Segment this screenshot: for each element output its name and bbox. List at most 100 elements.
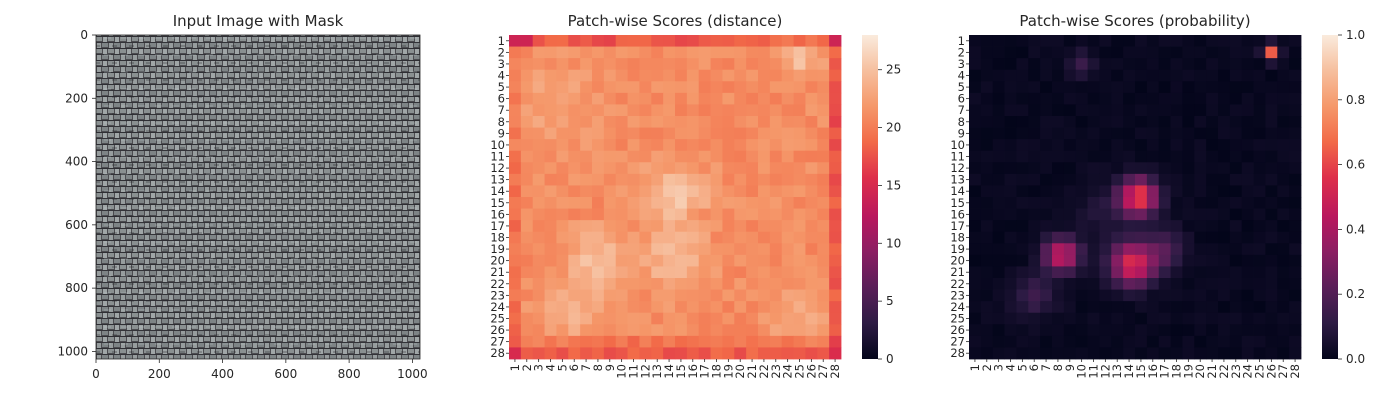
heatmap-cell — [1016, 335, 1029, 348]
heatmap-cell — [1123, 58, 1136, 71]
heatmap-cell — [592, 185, 605, 198]
heatmap-cell — [663, 278, 676, 290]
heatmap-cell — [781, 92, 794, 105]
heatmap-cell — [615, 208, 628, 221]
row-tick-label: 12 — [490, 161, 505, 175]
row-tick-label: 26 — [950, 323, 965, 337]
heatmap-cell — [686, 127, 700, 140]
heatmap-cell — [1111, 162, 1124, 175]
heatmap-cell — [710, 58, 723, 71]
heatmap-cell — [1229, 208, 1243, 221]
col-tick-label: 11 — [627, 364, 641, 379]
heatmap-cell — [1063, 162, 1077, 175]
heatmap-cell — [1028, 220, 1041, 233]
heatmap-cell — [1028, 301, 1041, 314]
col-tick-label: 9 — [603, 364, 617, 371]
heatmap-cell — [1004, 150, 1017, 163]
row-tick-label: 28 — [490, 346, 505, 360]
heatmap-cell — [639, 301, 652, 314]
heatmap-cell — [592, 35, 605, 47]
heatmap-cell — [1206, 81, 1219, 94]
heatmap-cell — [568, 58, 581, 71]
heatmap-cell — [544, 127, 557, 140]
heatmap-cell — [1123, 81, 1136, 94]
row-tick-label: 27 — [950, 335, 965, 349]
heatmap-cell — [639, 92, 652, 105]
heatmap-cell — [1253, 197, 1266, 209]
x-tick-label: 800 — [338, 367, 361, 381]
heatmap-cell — [592, 58, 605, 71]
heatmap-cell — [781, 220, 794, 233]
heatmap-cell — [1087, 162, 1100, 175]
heatmap-cell — [603, 220, 617, 233]
heatmap-cell — [1265, 150, 1278, 163]
heatmap-cell — [734, 58, 747, 71]
heatmap-cell — [1075, 35, 1088, 47]
heatmap-cell — [1040, 197, 1053, 209]
heatmap-cell — [615, 104, 628, 117]
heatmap-cell — [663, 185, 676, 198]
heatmap-cell — [1289, 324, 1302, 337]
heatmap-cell — [1135, 150, 1148, 163]
heatmap-cell — [829, 266, 842, 279]
heatmap-cell — [805, 127, 818, 140]
heatmap-cell — [817, 208, 830, 221]
heatmap-cell — [568, 139, 581, 152]
heatmap-cell — [663, 347, 676, 360]
heatmap-cell — [758, 162, 771, 175]
heatmap-cell — [1277, 185, 1290, 198]
heatmap-cell — [520, 92, 534, 105]
heatmap-cell — [1229, 92, 1243, 105]
heatmap-cell — [1289, 278, 1302, 290]
heatmap-cell — [829, 127, 842, 140]
heatmap-cell — [1170, 324, 1183, 337]
row-tick-label: 6 — [498, 92, 505, 106]
heatmap-cell — [1028, 312, 1041, 325]
heatmap-cell — [793, 266, 806, 279]
heatmap-cell — [1135, 243, 1148, 256]
col-tick-label: 12 — [1098, 364, 1112, 379]
row-tick-label: 22 — [950, 277, 965, 291]
heatmap-cell — [639, 347, 652, 360]
heatmap-cell — [805, 116, 818, 128]
heatmap-cell — [627, 254, 640, 267]
heatmap-cell — [1135, 81, 1148, 94]
heatmap-cell — [1135, 116, 1148, 128]
heatmap-cell — [1158, 139, 1171, 152]
heatmap-cell — [793, 92, 806, 105]
heatmap-cell — [1135, 324, 1148, 337]
heatmap-cell — [1229, 312, 1243, 325]
heatmap-cell — [1277, 92, 1290, 105]
heatmap-cell — [1123, 231, 1136, 244]
heatmap-cell — [615, 116, 628, 128]
heatmap-cell — [722, 150, 735, 163]
heatmap-cell — [603, 104, 617, 117]
heatmap-cell — [805, 46, 818, 59]
heatmap-cell — [1253, 173, 1266, 186]
heatmap-cell — [1075, 46, 1088, 59]
heatmap-cell — [992, 231, 1005, 244]
heatmap-cell — [509, 139, 522, 152]
heatmap-cell — [980, 231, 994, 244]
heatmap-cell — [1063, 185, 1077, 198]
heatmap-cell — [603, 46, 617, 59]
heatmap-cell — [969, 347, 982, 360]
heatmap-cell — [651, 81, 664, 94]
heatmap-cell — [509, 312, 522, 325]
heatmap-cell — [1241, 254, 1254, 267]
heatmap-cell — [769, 231, 783, 244]
heatmap-cell — [710, 197, 723, 209]
heatmap-cell — [663, 208, 676, 221]
heatmap-cell — [1087, 92, 1100, 105]
heatmap-cell — [1075, 58, 1088, 71]
heatmap-cell — [639, 231, 652, 244]
heatmap-cell — [992, 220, 1005, 233]
heatmap-cell — [980, 58, 994, 71]
heatmap-cell — [615, 254, 628, 267]
heatmap-cell — [1206, 266, 1219, 279]
col-tick-label: 17 — [1158, 364, 1172, 379]
heatmap-cell — [1099, 278, 1112, 290]
heatmap-cell — [1265, 116, 1278, 128]
heatmap-cell — [1040, 58, 1053, 71]
